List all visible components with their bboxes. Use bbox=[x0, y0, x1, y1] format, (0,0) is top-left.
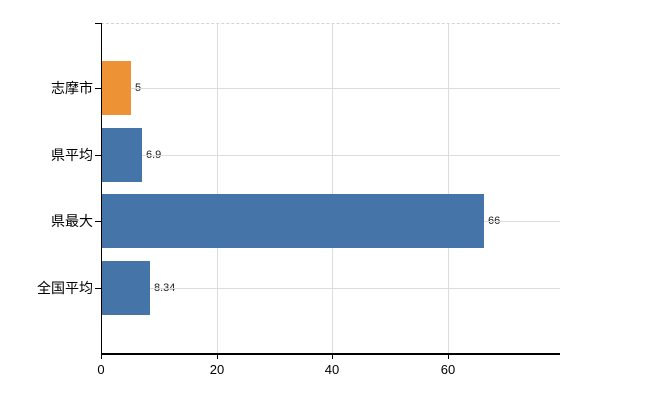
bar bbox=[102, 128, 142, 182]
x-gridline bbox=[332, 23, 333, 353]
category-label: 全国平均 bbox=[37, 280, 93, 296]
x-axis-tick bbox=[332, 353, 333, 359]
x-gridline bbox=[217, 23, 218, 353]
bar bbox=[102, 61, 131, 115]
y-axis-tick bbox=[95, 88, 101, 89]
x-axis-tick bbox=[448, 353, 449, 359]
bar bbox=[102, 261, 150, 315]
y-axis-tick bbox=[95, 288, 101, 289]
category-label: 県平均 bbox=[51, 147, 93, 163]
category-gridline bbox=[101, 288, 560, 289]
x-tick-label: 20 bbox=[209, 362, 225, 377]
y-axis-line bbox=[101, 23, 102, 359]
x-gridline bbox=[448, 23, 449, 353]
x-tick-label: 60 bbox=[440, 362, 456, 377]
x-axis-line bbox=[101, 353, 560, 355]
x-tick-label: 40 bbox=[324, 362, 340, 377]
category-label: 県最大 bbox=[51, 213, 93, 229]
y-axis-tick bbox=[95, 221, 101, 222]
x-tick-label: 0 bbox=[97, 362, 105, 377]
plot-top-border bbox=[101, 23, 560, 24]
y-axis-tick bbox=[95, 155, 101, 156]
y-axis-top-cap bbox=[95, 23, 101, 24]
category-gridline bbox=[101, 88, 560, 89]
x-axis-tick bbox=[217, 353, 218, 359]
category-label: 志摩市 bbox=[51, 80, 93, 96]
category-gridline bbox=[101, 155, 560, 156]
bar bbox=[102, 194, 484, 248]
